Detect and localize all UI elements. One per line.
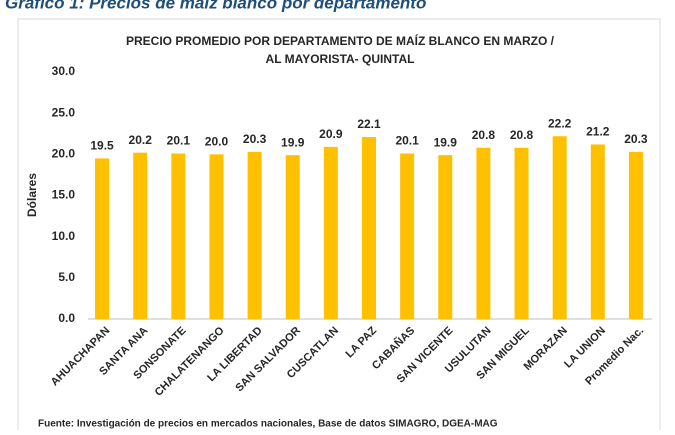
data-label: 20.2	[129, 133, 153, 147]
bar	[476, 147, 491, 319]
y-tick-label: 30.0	[52, 64, 76, 78]
bar	[323, 146, 338, 319]
data-label: 22.1	[357, 117, 381, 131]
data-label: 21.2	[586, 125, 610, 139]
data-label: 20.9	[319, 127, 343, 141]
data-label: 19.9	[281, 135, 305, 149]
y-tick-label: 10.0	[52, 229, 76, 243]
y-tick-label: 25.0	[52, 105, 76, 119]
data-label: 19.9	[434, 135, 458, 149]
data-label: 20.1	[395, 134, 419, 148]
y-tick-label: 15.0	[52, 188, 76, 202]
chart-title: PRECIO PROMEDIO POR DEPARTAMENTO DE MAÍZ…	[126, 33, 555, 48]
data-label: 20.8	[472, 128, 496, 142]
bar	[552, 136, 567, 319]
bar	[438, 155, 453, 319]
bar	[362, 137, 376, 319]
y-tick-label: 0.0	[58, 311, 75, 325]
bar	[95, 158, 110, 319]
data-label: 22.2	[548, 116, 572, 130]
bar	[285, 155, 300, 319]
source: Fuente: Investigación de precios en merc…	[38, 419, 498, 430]
data-label: 19.5	[90, 139, 114, 153]
y-tick-label: 20.0	[52, 147, 76, 161]
data-label: 20.0	[205, 135, 229, 149]
bar	[133, 152, 148, 319]
data-label: 20.3	[243, 132, 267, 146]
bar	[171, 153, 186, 319]
bar	[400, 153, 415, 319]
bar	[247, 151, 262, 319]
data-label: 20.8	[510, 128, 534, 142]
y-axis-label: Dólares	[25, 173, 39, 217]
data-label: 20.3	[624, 132, 648, 146]
bar	[590, 144, 605, 319]
bar	[209, 154, 224, 319]
bar	[628, 151, 643, 319]
caption: Gráfico 1: Precios de maíz blanco por de…	[5, 0, 426, 12]
data-label: 20.1	[167, 134, 191, 148]
bar	[514, 147, 529, 319]
y-tick-label: 5.0	[58, 270, 75, 284]
chart-title: AL MAYORISTA- QUINTAL	[266, 52, 415, 66]
